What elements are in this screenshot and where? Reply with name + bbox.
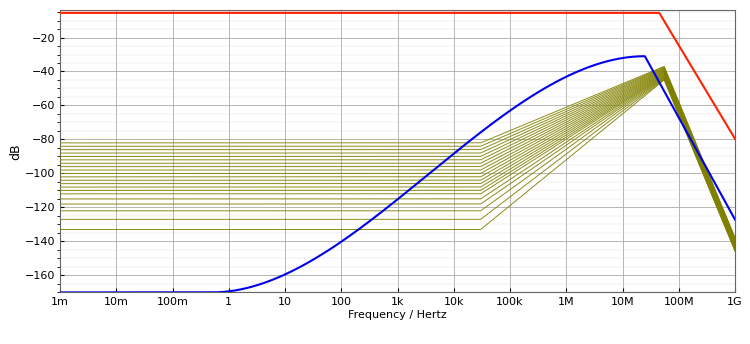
Y-axis label: dB: dB	[9, 143, 22, 160]
X-axis label: Frequency / Hertz: Frequency / Hertz	[348, 310, 447, 320]
